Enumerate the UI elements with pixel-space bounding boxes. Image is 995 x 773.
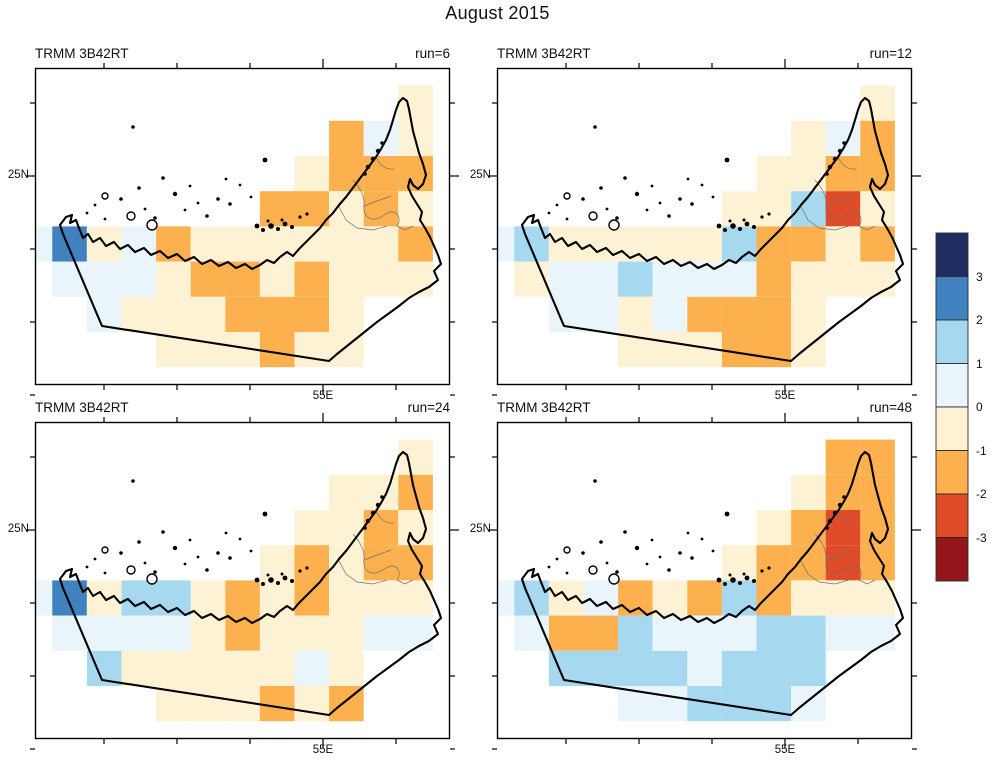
islands	[85, 125, 384, 232]
panel-frame	[34, 67, 451, 386]
colorbar-legend: 3 2 1 0 -1 -2 -3	[935, 232, 995, 582]
x-axis-tick-label: 55E	[774, 744, 796, 756]
interior-borders	[337, 156, 414, 231]
panel-run-label: run=48	[869, 400, 912, 415]
colorbar-tick-label: -2	[976, 487, 987, 501]
panel-run-label: run=6	[415, 46, 450, 61]
colorbar-box-3	[935, 363, 969, 408]
colorbar-tick-label: -3	[976, 530, 987, 545]
panel-frame	[34, 421, 451, 740]
grid-cells	[35, 439, 433, 722]
y-axis-tick-label: 25N	[469, 169, 491, 181]
panel-dataset-label: TRMM 3B42RT	[35, 46, 129, 61]
grid-cells	[497, 439, 895, 722]
interior-borders	[799, 510, 876, 585]
colorbar-tick-label: 1	[976, 356, 983, 371]
axis-ticks	[26, 59, 459, 396]
map-plot	[26, 59, 459, 396]
islands	[547, 479, 846, 586]
figure-title: August 2015	[445, 3, 550, 23]
colorbar-tick-label: 3	[976, 269, 983, 284]
interior-borders	[799, 156, 876, 231]
islands	[547, 125, 846, 232]
islands	[85, 479, 384, 586]
colorbar-box-2	[935, 319, 969, 364]
panel-header: TRMM 3B42RT run=48	[497, 400, 912, 415]
y-axis-tick-label: 25N	[469, 523, 491, 535]
interior-borders	[337, 510, 414, 585]
colorbar-box-1	[935, 276, 969, 321]
panel-header: TRMM 3B42RT run=6	[35, 46, 450, 61]
panel-frame	[496, 67, 913, 386]
map-plot	[26, 413, 459, 750]
axis-ticks	[26, 413, 459, 750]
colorbar-boxes	[935, 232, 969, 582]
x-axis-tick-label: 55E	[312, 390, 334, 402]
grid-cells	[497, 85, 895, 368]
panel-header: TRMM 3B42RT run=12	[497, 46, 912, 61]
x-axis-tick-label: 55E	[312, 744, 334, 756]
grid-cells	[35, 85, 433, 368]
colorbar-box-7	[935, 537, 969, 582]
y-axis-tick-label: 25N	[7, 523, 29, 535]
colorbar-box-5	[935, 450, 969, 495]
panel-dataset-label: TRMM 3B42RT	[35, 400, 129, 415]
y-axis-tick-label: 25N	[7, 169, 29, 181]
panel-dataset-label: TRMM 3B42RT	[497, 46, 591, 61]
x-axis-tick-label: 55E	[774, 390, 796, 402]
map-panel-run48: TRMM 3B42RT run=48 25N 55E	[470, 400, 921, 756]
map-plot	[488, 59, 921, 396]
colorbar-box-6	[935, 493, 969, 538]
panel-frame	[496, 421, 913, 740]
map-panel-run12: TRMM 3B42RT run=12 25N 55E	[470, 46, 921, 402]
colorbar-tick-label: 2	[976, 313, 983, 327]
axis-ticks	[488, 413, 921, 750]
colorbar-tick-label: -1	[976, 443, 987, 458]
colorbar-box-4	[935, 406, 969, 451]
panel-run-label: run=12	[869, 46, 912, 61]
colorbar-tick-label: 0	[976, 400, 983, 414]
axis-ticks	[488, 59, 921, 396]
map-panel-run6: TRMM 3B42RT run=6 25N 55E	[8, 46, 459, 402]
map-panel-run24: TRMM 3B42RT run=24 25N 55E	[8, 400, 459, 756]
panel-run-label: run=24	[407, 400, 450, 415]
panel-header: TRMM 3B42RT run=24	[35, 400, 450, 415]
panel-dataset-label: TRMM 3B42RT	[497, 400, 591, 415]
map-plot	[488, 413, 921, 750]
colorbar-box-0	[935, 232, 969, 277]
